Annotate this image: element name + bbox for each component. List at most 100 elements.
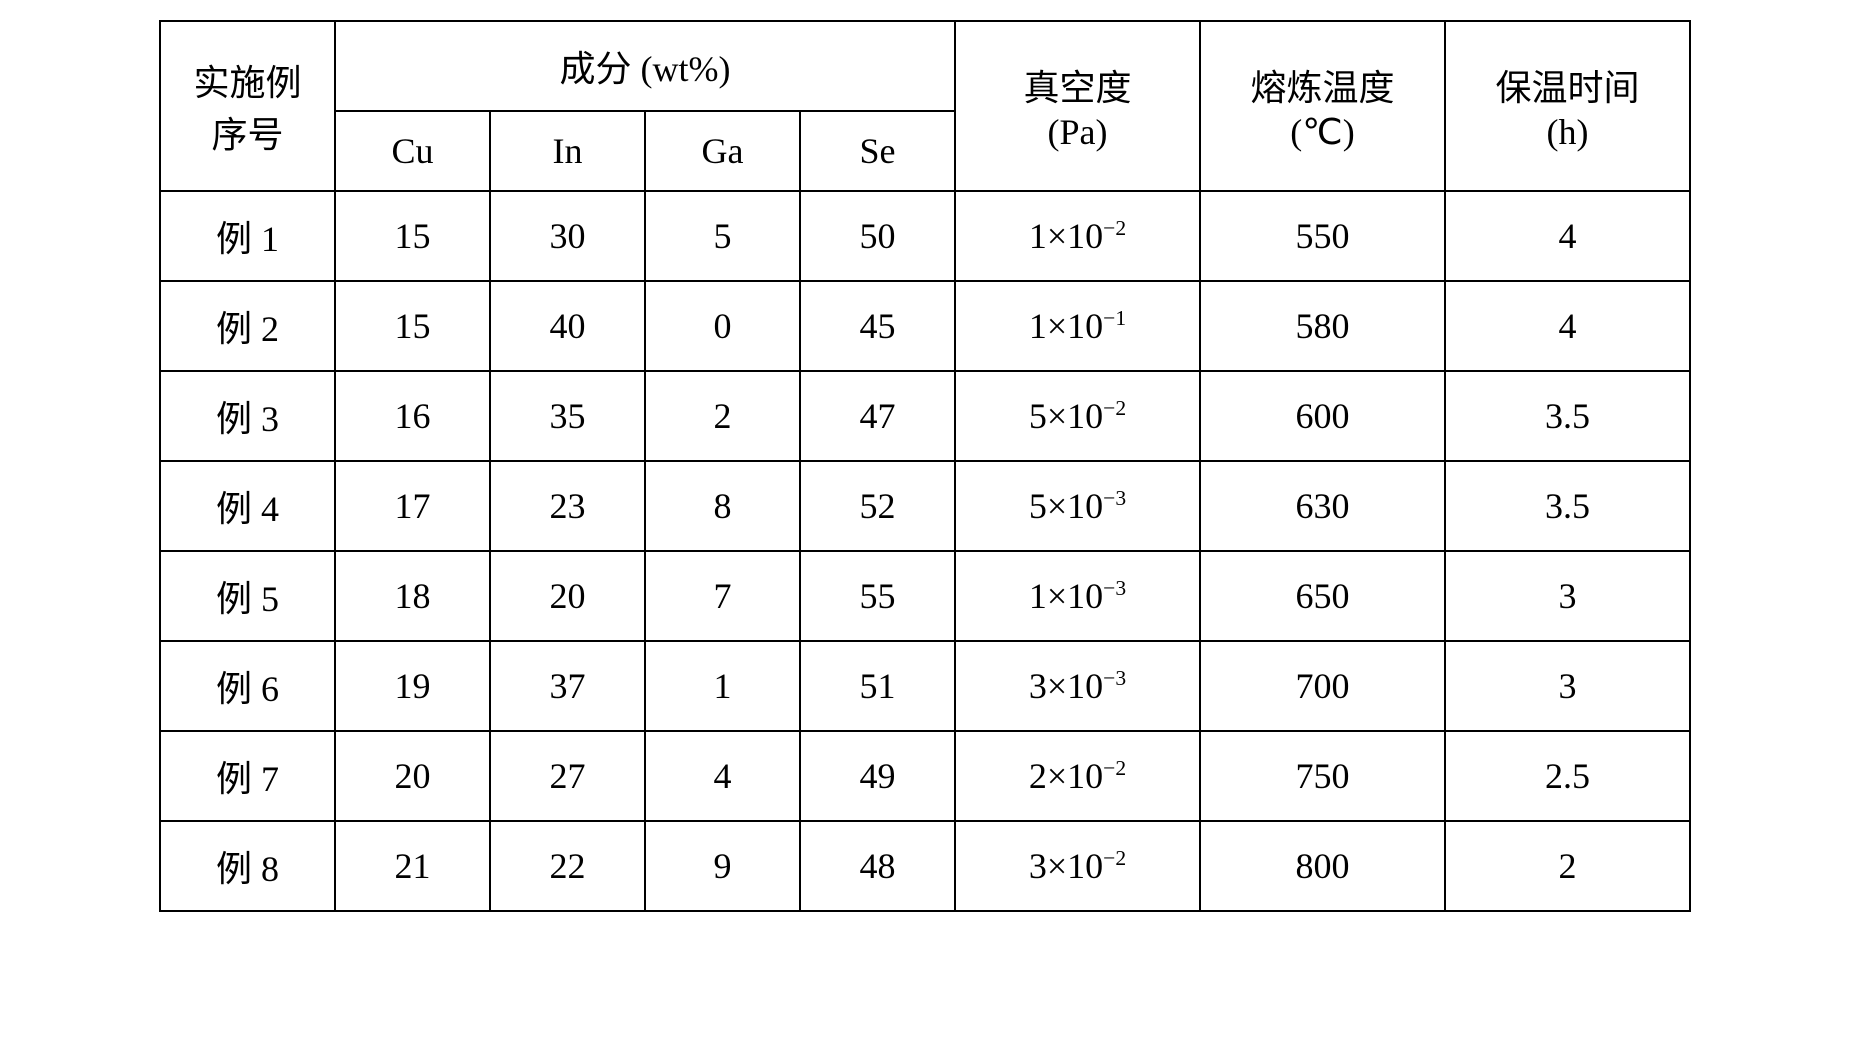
cell-time: 4 [1445,281,1690,371]
header-vacuum: 真空度 (Pa) [955,21,1200,191]
header-vacuum-unit: (Pa) [966,111,1189,153]
table-row: 例 720274492×10−27502.5 [160,731,1690,821]
cell-time: 3 [1445,641,1690,731]
cell-temp: 600 [1200,371,1445,461]
cell-vacuum: 1×10−1 [955,281,1200,371]
cell-vacuum: 2×10−2 [955,731,1200,821]
cell-example: 例 2 [160,281,335,371]
cell-time: 4 [1445,191,1690,281]
cell-ga: 1 [645,641,800,731]
vacuum-exponent: −3 [1103,576,1126,600]
cell-ga: 5 [645,191,800,281]
data-table: 实施例 序号 成分 (wt%) 真空度 (Pa) 熔炼温度 (℃) 保温时间 (… [159,20,1691,912]
cell-time: 2.5 [1445,731,1690,821]
table-row: 例 518207551×10−36503 [160,551,1690,641]
cell-cu: 18 [335,551,490,641]
cell-in: 30 [490,191,645,281]
table-row: 例 417238525×10−36303.5 [160,461,1690,551]
cell-se: 48 [800,821,955,911]
cell-example: 例 3 [160,371,335,461]
cell-ga: 2 [645,371,800,461]
cell-in: 23 [490,461,645,551]
cell-temp: 800 [1200,821,1445,911]
cell-in: 20 [490,551,645,641]
vacuum-exponent: −3 [1103,486,1126,510]
header-ga: Ga [645,111,800,191]
cell-temp: 750 [1200,731,1445,821]
cell-temp: 550 [1200,191,1445,281]
cell-cu: 15 [335,191,490,281]
cell-vacuum: 5×10−2 [955,371,1200,461]
cell-example: 例 4 [160,461,335,551]
vacuum-exponent: −2 [1103,216,1126,240]
cell-example: 例 1 [160,191,335,281]
cell-time: 2 [1445,821,1690,911]
header-row-1: 实施例 序号 成分 (wt%) 真空度 (Pa) 熔炼温度 (℃) 保温时间 (… [160,21,1690,111]
cell-ga: 7 [645,551,800,641]
cell-temp: 630 [1200,461,1445,551]
header-example-no: 实施例 序号 [160,21,335,191]
cell-in: 35 [490,371,645,461]
table-row: 例 619371513×10−37003 [160,641,1690,731]
vacuum-base: 2×10 [1029,756,1103,796]
header-time-unit: (h) [1456,111,1679,153]
header-temp-unit: (℃) [1211,111,1434,153]
header-temp-label: 熔炼温度 [1211,59,1434,111]
cell-ga: 4 [645,731,800,821]
cell-time: 3.5 [1445,371,1690,461]
table-row: 例 821229483×10−28002 [160,821,1690,911]
cell-vacuum: 3×10−2 [955,821,1200,911]
header-time-label: 保温时间 [1456,59,1679,111]
table-header: 实施例 序号 成分 (wt%) 真空度 (Pa) 熔炼温度 (℃) 保温时间 (… [160,21,1690,191]
header-cu: Cu [335,111,490,191]
cell-cu: 19 [335,641,490,731]
vacuum-exponent: −3 [1103,666,1126,690]
vacuum-base: 5×10 [1029,396,1103,436]
table-row: 例 215400451×10−15804 [160,281,1690,371]
vacuum-base: 3×10 [1029,846,1103,886]
cell-vacuum: 3×10−3 [955,641,1200,731]
header-in: In [490,111,645,191]
cell-se: 51 [800,641,955,731]
cell-se: 52 [800,461,955,551]
cell-se: 45 [800,281,955,371]
vacuum-exponent: −1 [1103,306,1126,330]
cell-in: 40 [490,281,645,371]
cell-example: 例 8 [160,821,335,911]
cell-cu: 16 [335,371,490,461]
vacuum-exponent: −2 [1103,846,1126,870]
cell-se: 50 [800,191,955,281]
cell-vacuum: 5×10−3 [955,461,1200,551]
cell-temp: 650 [1200,551,1445,641]
cell-temp: 580 [1200,281,1445,371]
vacuum-base: 3×10 [1029,666,1103,706]
vacuum-exponent: −2 [1103,396,1126,420]
cell-time: 3.5 [1445,461,1690,551]
header-example-line2: 序号 [171,106,324,158]
table-body: 例 115305501×10−25504例 215400451×10−15804… [160,191,1690,911]
header-composition: 成分 (wt%) [335,21,955,111]
vacuum-base: 1×10 [1029,306,1103,346]
cell-vacuum: 1×10−2 [955,191,1200,281]
data-table-container: 实施例 序号 成分 (wt%) 真空度 (Pa) 熔炼温度 (℃) 保温时间 (… [159,20,1691,912]
vacuum-base: 1×10 [1029,576,1103,616]
cell-cu: 20 [335,731,490,821]
header-holding-time: 保温时间 (h) [1445,21,1690,191]
cell-cu: 17 [335,461,490,551]
header-se: Se [800,111,955,191]
cell-in: 22 [490,821,645,911]
cell-cu: 21 [335,821,490,911]
cell-vacuum: 1×10−3 [955,551,1200,641]
vacuum-base: 5×10 [1029,486,1103,526]
cell-ga: 0 [645,281,800,371]
cell-cu: 15 [335,281,490,371]
header-melting-temp: 熔炼温度 (℃) [1200,21,1445,191]
cell-in: 27 [490,731,645,821]
vacuum-exponent: −2 [1103,756,1126,780]
cell-ga: 9 [645,821,800,911]
table-row: 例 115305501×10−25504 [160,191,1690,281]
table-row: 例 316352475×10−26003.5 [160,371,1690,461]
cell-example: 例 6 [160,641,335,731]
cell-se: 49 [800,731,955,821]
cell-ga: 8 [645,461,800,551]
